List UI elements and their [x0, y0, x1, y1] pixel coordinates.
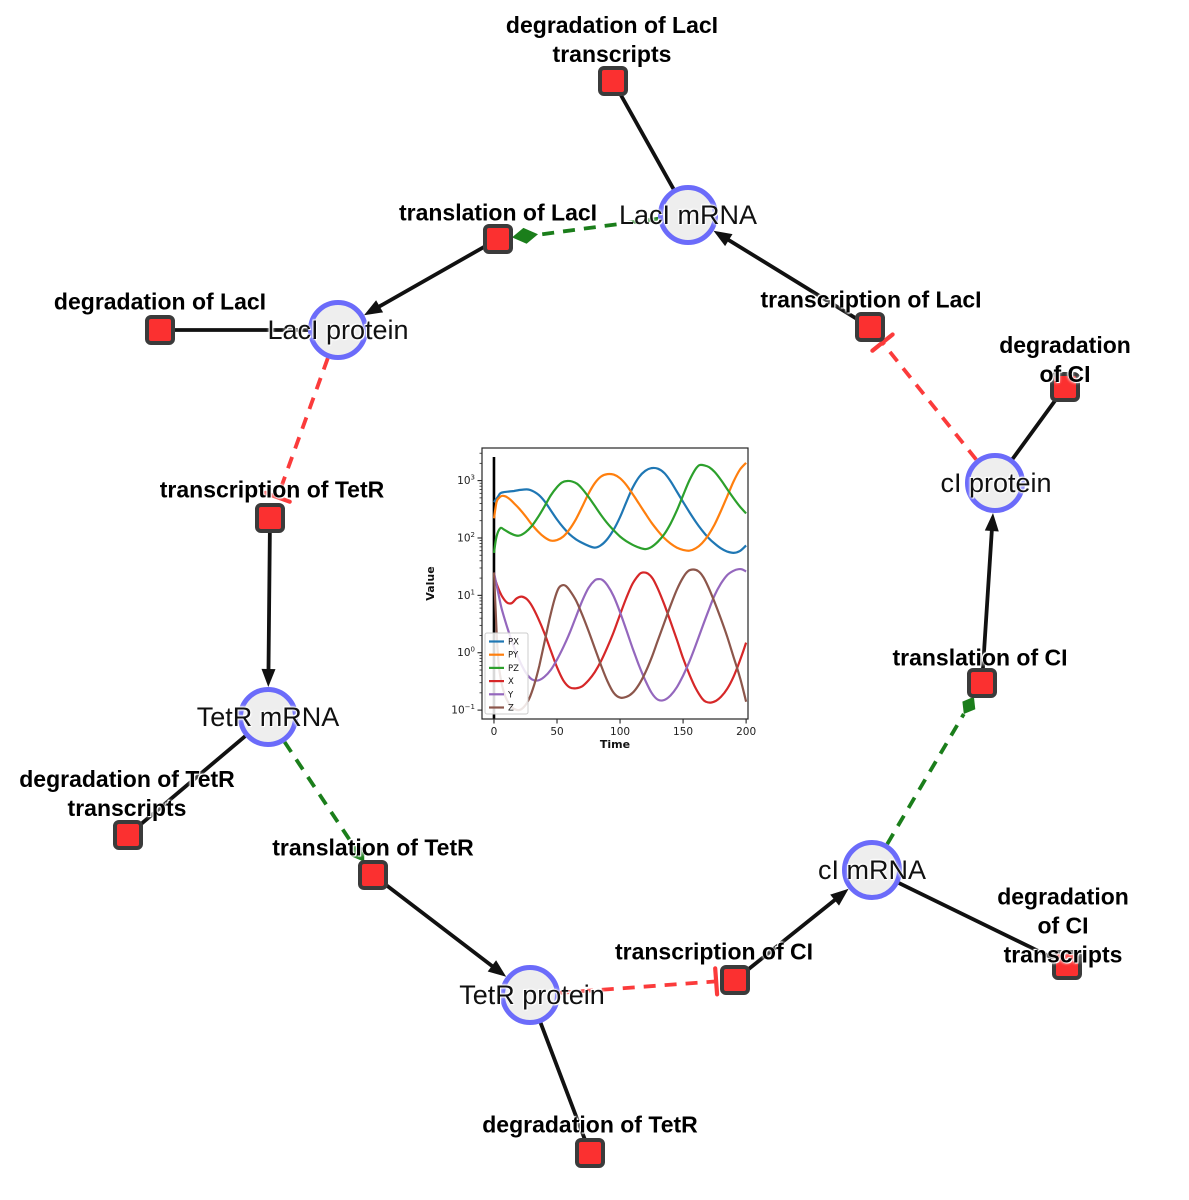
species-node-ci-mrna [842, 840, 902, 900]
legend-label-X: X [508, 677, 514, 687]
species-label-laci-mrna: LacI mRNA [618, 199, 758, 230]
species-node-laci-protein [308, 300, 368, 360]
x-tick-label: 0 [491, 726, 498, 738]
timecourse-plot: 10−1 100 101 102 103 0 50 100 150 200 Time Value PX P… [425, 435, 770, 765]
axes-frame [481, 447, 749, 720]
reaction-label-degradation-ci: degradation of CI [999, 332, 1131, 387]
reaction-node-degradation-ci-transcripts [1052, 950, 1082, 980]
species-label-laci-protein: LacI protein [267, 314, 409, 345]
species-label-tetr-mrna: TetR mRNA [196, 701, 340, 732]
y-tick-label: 100 [457, 646, 475, 660]
reaction-node-degradation-tetr-transcripts [113, 820, 143, 850]
reaction-node-degradation-laci-transcripts [598, 66, 628, 96]
legend-label-Z: Z [508, 704, 514, 714]
reaction-node-degradation-ci [1050, 372, 1080, 402]
reaction-label-degradation-tetr: degradation of TetR [482, 1111, 698, 1138]
species-node-laci-mrna [658, 185, 718, 245]
reaction-label-transcription-tetr: transcription of TetR [159, 476, 385, 503]
reaction-label-translation-ci: translation of CI [892, 644, 1068, 671]
reaction-label-degradation-laci-transcripts: degradation of LacI transcripts [505, 12, 719, 67]
reaction-node-degradation-laci [145, 315, 175, 345]
species-node-tetr-protein [500, 965, 560, 1025]
legend-label-PX: PX [508, 638, 519, 648]
inhibition-edge-tetr-protein-to-transcription-ci [559, 979, 717, 995]
edge-translation-tetr-to-tetr-protein [371, 873, 494, 968]
edge-transcription-tetr-to-tetr-mrna [266, 516, 272, 671]
reaction-node-translation-ci [967, 668, 997, 698]
y-axis-label: Value [425, 566, 437, 600]
series-PY [492, 462, 747, 552]
arrowhead-to-tetr-mrna [261, 668, 276, 687]
legend-box [484, 632, 529, 715]
arrowhead-to-laci-mrna [713, 230, 733, 247]
diamond-arrowhead-translation-laci [512, 227, 538, 244]
species-label-tetr-protein: TetR protein [459, 979, 605, 1010]
x-tick-label: 100 [610, 726, 630, 738]
inhibition-edge-ci-protein-to-transcription-laci [881, 341, 978, 461]
inhibition-tbar-transcription-tetr [263, 490, 292, 504]
series-Y [492, 567, 747, 702]
species-label-ci-mrna: cI mRNA [818, 854, 926, 885]
legend-label-PY: PY [508, 651, 519, 661]
reaction-node-transcription-ci [720, 965, 750, 995]
x-tick-label: 150 [673, 726, 693, 738]
edge-transcription-laci-to-laci-mrna [726, 238, 872, 329]
edge-tetr-mrna-to-degradation-tetr-transcripts [126, 734, 247, 837]
legend-label-Y: Y [507, 690, 514, 700]
diamond-arrowhead-translation-tetr [351, 843, 365, 862]
reaction-label-degradation-tetr-transcripts: degradation of TetR transcripts [19, 766, 235, 821]
species-node-ci-protein [965, 453, 1025, 513]
edge-tetr-protein-to-degradation-tetr [538, 1021, 592, 1155]
reaction-label-translation-laci: translation of LacI [398, 199, 598, 226]
x-tick-label: 50 [550, 726, 563, 738]
inhibition-tbar-transcription-laci [870, 332, 895, 353]
y-tick-label: 103 [457, 474, 475, 488]
x-axis-label: Time [600, 738, 630, 751]
modifier-edge-tetr-mrna-to-translation-tetr [283, 740, 354, 845]
reaction-label-degradation-ci-transcripts: degradation of CI transcripts [997, 883, 1129, 968]
edge-transcription-ci-to-ci-mrna [733, 898, 837, 982]
series-Z [492, 568, 748, 712]
y-tick-label: 102 [457, 531, 475, 545]
arrowhead-to-ci-protein [984, 513, 999, 532]
reaction-node-translation-laci [483, 224, 513, 254]
reaction-label-translation-tetr: translation of TetR [272, 834, 474, 861]
reaction-node-translation-tetr [358, 860, 388, 890]
reaction-node-transcription-tetr [255, 503, 285, 533]
edge-translation-laci-to-laci-protein [377, 237, 500, 309]
inhibition-tbar-transcription-ci [713, 966, 720, 997]
y-tick-label: 101 [457, 588, 475, 602]
series-X [492, 571, 748, 704]
arrowhead-to-laci-protein [364, 300, 384, 316]
arrowhead-to-ci-mrna [830, 888, 849, 906]
reaction-label-transcription-laci: transcription of LacI [760, 286, 982, 313]
species-node-tetr-mrna [238, 687, 298, 747]
series-PZ [492, 463, 747, 554]
x-tick-label: 200 [736, 726, 756, 738]
y-tick-label: 10−1 [451, 703, 475, 717]
edge-translation-ci-to-ci-protein [980, 529, 994, 685]
arrowhead-to-tetr-protein [487, 960, 507, 977]
reaction-label-degradation-laci: degradation of LacI [53, 288, 267, 315]
reaction-node-transcription-laci [855, 312, 885, 342]
edge-laci-mrna-to-degradation-laci-transcripts [611, 79, 676, 191]
species-label-ci-protein: cI protein [940, 467, 1052, 498]
reaction-label-transcription-ci: transcription of CI [614, 938, 814, 965]
legend-label-PZ: PZ [508, 664, 519, 674]
modifier-edge-ci-mrna-to-translation-ci [885, 713, 966, 846]
reaction-node-degradation-tetr [575, 1138, 605, 1168]
diamond-arrowhead-translation-ci [962, 696, 976, 714]
series-PX [493, 466, 747, 554]
inhibition-edge-laci-protein-to-transcription-tetr [275, 357, 330, 498]
edge-ci-mrna-to-degradation-ci-transcripts [897, 881, 1069, 967]
